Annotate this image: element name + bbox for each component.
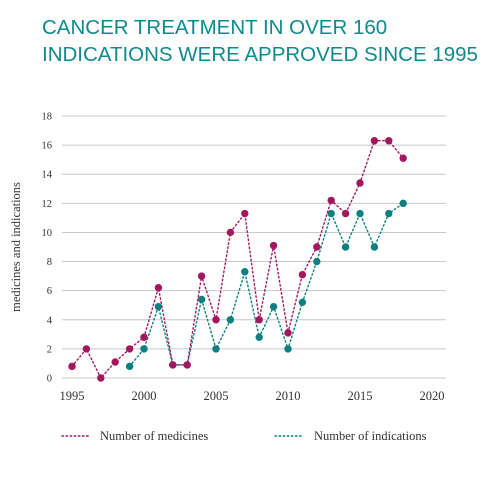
chart-title: CANCER TREATMENT IN OVER 160 INDICATIONS… <box>42 14 482 68</box>
data-point <box>341 209 350 218</box>
y-tick-label: 0 <box>47 374 52 385</box>
data-point <box>356 209 364 218</box>
y-tick-label: 18 <box>42 112 53 123</box>
x-tick-label: 2005 <box>204 389 229 403</box>
x-tick-label: 2010 <box>276 389 301 403</box>
data-point <box>241 209 249 218</box>
data-point <box>385 209 393 218</box>
legend-label: Number of medicines <box>100 429 208 443</box>
y-tick-label: 2 <box>47 344 52 355</box>
y-axis-label: medicines and indications <box>9 182 23 312</box>
y-tick-label: 4 <box>47 315 53 326</box>
chart-title-line-2: INDICATIONS WERE APPROVED SINCE 1995 <box>42 43 478 66</box>
x-tick-label: 2000 <box>132 389 157 403</box>
data-point <box>197 295 206 304</box>
legend-item-indications: Number of indications <box>274 429 427 443</box>
data-point <box>197 272 206 280</box>
data-point <box>68 362 76 371</box>
y-tick-label: 14 <box>42 170 53 181</box>
gridlines <box>62 115 446 379</box>
data-point <box>125 345 134 353</box>
data-point <box>298 270 307 279</box>
data-point <box>255 316 263 324</box>
y-tick-label: 12 <box>42 199 53 210</box>
data-point <box>212 345 220 353</box>
data-point <box>82 345 91 353</box>
data-point <box>125 362 134 371</box>
data-point <box>97 374 105 382</box>
data-point <box>169 361 177 369</box>
y-tick-label: 16 <box>42 141 53 152</box>
y-tick-label: 6 <box>47 286 52 297</box>
data-point <box>298 298 307 307</box>
data-point <box>226 228 235 237</box>
data-point <box>284 329 292 337</box>
series <box>68 137 407 382</box>
legend: Number of medicines Number of indications <box>61 429 427 443</box>
data-point <box>255 333 263 341</box>
series-indications <box>125 199 407 371</box>
legend-item-medicines: Number of medicines <box>61 429 208 443</box>
x-tick-label: 2020 <box>420 389 445 403</box>
data-point <box>370 243 379 251</box>
data-point <box>399 154 407 162</box>
data-point <box>183 361 191 369</box>
legend-label: Number of indications <box>314 429 427 443</box>
data-point <box>341 243 350 251</box>
chart-title-line-1: CANCER TREATMENT IN OVER 160 <box>42 16 388 39</box>
x-tick-label: 2015 <box>348 389 373 403</box>
data-point <box>140 345 148 353</box>
data-point <box>269 302 278 311</box>
y-tick-label: 10 <box>42 228 53 239</box>
data-point <box>370 137 379 145</box>
data-point <box>313 257 321 266</box>
data-point <box>356 179 364 187</box>
data-point <box>399 199 407 208</box>
series-line <box>128 202 404 368</box>
x-tick-label: 1995 <box>60 389 85 403</box>
data-point <box>241 268 249 276</box>
series-line <box>71 139 404 380</box>
data-point <box>313 243 321 251</box>
data-point <box>327 196 335 205</box>
series-medicines <box>68 137 407 382</box>
data-point <box>327 209 335 218</box>
data-point <box>140 333 148 341</box>
data-point <box>269 241 278 250</box>
y-tick-label: 8 <box>47 257 52 268</box>
data-point <box>284 345 292 353</box>
data-point <box>226 316 235 324</box>
x-tick-labels: 1995 2000 2005 2010 2015 2020 <box>60 389 445 403</box>
data-point <box>154 284 163 292</box>
y-tick-labels: 0 2 4 6 8 10 12 14 16 18 <box>42 112 53 385</box>
data-point <box>154 302 163 311</box>
data-point <box>385 137 393 145</box>
data-point <box>212 316 220 324</box>
data-point <box>111 358 119 366</box>
